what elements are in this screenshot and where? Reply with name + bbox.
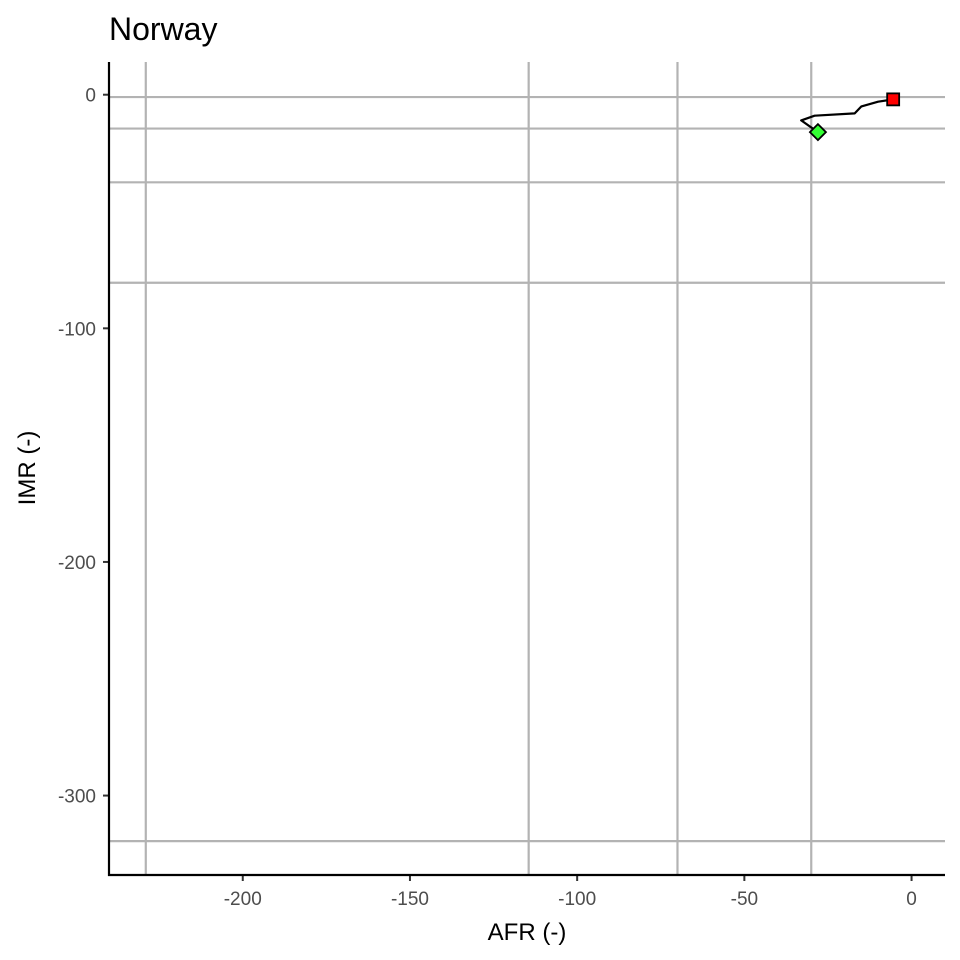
y-axis-ticks: 0 -100 -200 -300 (58, 86, 109, 808)
x-tick-label: -100 (558, 889, 596, 910)
x-tick-label: -200 (224, 889, 262, 910)
x-axis-title: AFR (-) (488, 919, 567, 946)
chart-title: Norway (109, 11, 217, 47)
y-tick-label: -100 (58, 319, 96, 340)
y-axis-title: IMR (-) (14, 431, 41, 506)
y-tick-label: -200 (58, 553, 96, 574)
reference-lines (109, 62, 945, 875)
x-tick-label: -50 (731, 889, 758, 910)
marker-layer (808, 92, 901, 142)
x-axis-ticks: -200 -150 -100 -50 0 (224, 875, 917, 910)
end-marker-square (886, 92, 901, 107)
series-line-1 (800, 98, 894, 134)
y-tick-label: -300 (58, 787, 96, 808)
y-tick-label: 0 (85, 86, 96, 107)
series-layer (800, 98, 894, 134)
start-marker-diamond (808, 122, 828, 142)
x-tick-label: 0 (906, 889, 917, 910)
x-tick-label: -150 (391, 889, 429, 910)
